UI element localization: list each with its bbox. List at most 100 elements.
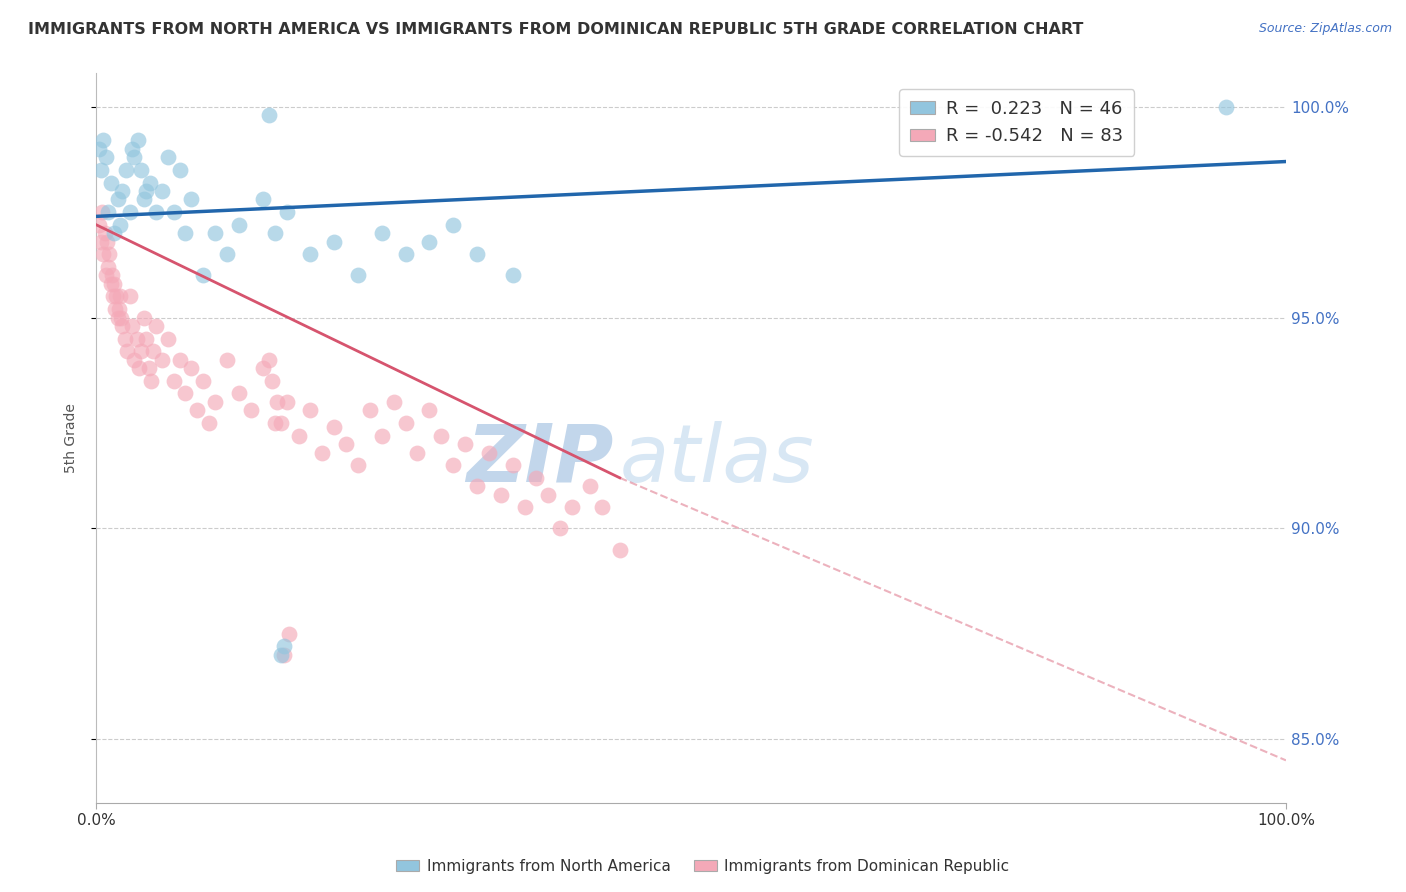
Point (371, 226, 394, 240)
Point (465, 247, 488, 261)
Point (135, 184, 157, 198)
Point (441, 458, 464, 472)
Point (98, 247, 121, 261)
Text: Source: ZipAtlas.com: Source: ZipAtlas.com (1258, 22, 1392, 36)
Point (150, 184, 173, 198)
Point (186, 403, 208, 417)
Point (131, 344, 153, 359)
Point (217, 352, 239, 367)
Point (561, 500, 583, 515)
Point (526, 471, 548, 485)
Point (110, 310, 132, 325)
Point (418, 403, 440, 417)
Point (125, 332, 148, 346)
Point (262, 374, 284, 388)
Point (169, 352, 191, 367)
Point (263, 416, 285, 430)
Point (299, 247, 322, 261)
Point (311, 445, 333, 459)
Point (108, 302, 131, 317)
Point (108, 289, 131, 303)
Point (174, 226, 197, 240)
Point (97, 205, 120, 219)
Point (273, 648, 295, 662)
Point (359, 403, 381, 417)
Point (132, 310, 155, 325)
Point (145, 318, 167, 333)
Point (90, 235, 112, 249)
Point (127, 133, 149, 147)
Point (124, 150, 146, 164)
Point (118, 205, 141, 219)
Point (93, 247, 115, 261)
Point (335, 437, 357, 451)
Point (93, 226, 115, 240)
Point (228, 386, 250, 401)
Point (142, 344, 165, 359)
Point (135, 332, 157, 346)
Point (162, 205, 184, 219)
Point (104, 302, 127, 317)
Point (108, 218, 131, 232)
Point (489, 488, 512, 502)
Point (406, 445, 429, 459)
Legend: R =  0.223   N = 46, R = -0.542   N = 83: R = 0.223 N = 46, R = -0.542 N = 83 (900, 89, 1135, 156)
Point (513, 500, 536, 515)
Point (270, 416, 292, 430)
Point (228, 218, 250, 232)
Point (156, 332, 179, 346)
Point (323, 420, 346, 434)
Point (103, 277, 125, 291)
Point (91, 205, 114, 219)
Point (287, 428, 309, 442)
Point (100, 277, 122, 291)
Point (418, 235, 440, 249)
Point (266, 395, 288, 409)
Point (609, 542, 631, 557)
Point (465, 479, 488, 493)
Point (94, 150, 117, 164)
Point (579, 479, 602, 493)
Point (217, 247, 239, 261)
Point (198, 416, 221, 430)
Point (128, 361, 150, 376)
Point (299, 403, 322, 417)
Point (478, 445, 501, 459)
Point (371, 428, 394, 442)
Point (394, 247, 416, 261)
Point (115, 163, 138, 178)
Point (156, 150, 179, 164)
Point (107, 193, 129, 207)
Point (204, 226, 226, 240)
Point (162, 374, 184, 388)
Point (114, 332, 136, 346)
Point (131, 163, 153, 178)
Point (278, 627, 301, 641)
Point (174, 386, 197, 401)
Point (101, 289, 124, 303)
Point (103, 226, 125, 240)
Point (257, 108, 280, 122)
Y-axis label: 5th Grade: 5th Grade (65, 403, 79, 473)
Point (252, 361, 274, 376)
Point (121, 318, 143, 333)
Point (180, 361, 202, 376)
Point (252, 193, 274, 207)
Point (169, 163, 191, 178)
Point (139, 176, 162, 190)
Text: ZIP: ZIP (467, 421, 614, 499)
Point (276, 205, 298, 219)
Point (323, 235, 346, 249)
Point (347, 458, 370, 472)
Point (87, 142, 110, 156)
Point (263, 226, 285, 240)
Point (132, 193, 155, 207)
Point (150, 352, 173, 367)
Point (273, 640, 295, 654)
Point (100, 268, 122, 283)
Point (204, 395, 226, 409)
Point (239, 403, 262, 417)
Point (118, 289, 141, 303)
Point (97, 260, 120, 274)
Point (276, 395, 298, 409)
